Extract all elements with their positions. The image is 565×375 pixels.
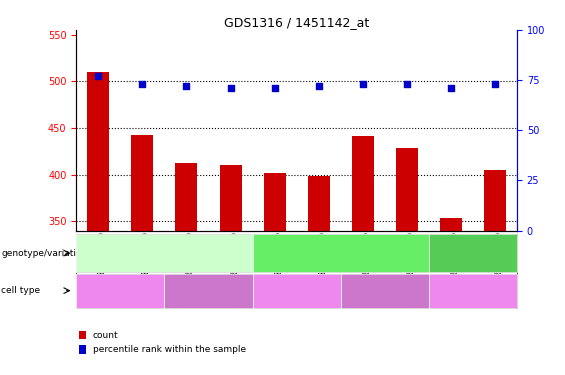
Point [446,85,455,91]
Text: megakaryocyte: megakaryocyte [90,286,150,295]
Point [270,85,279,91]
Text: megakaryocyte
progenitor: megakaryocyte progenitor [355,281,415,300]
Bar [308,176,330,375]
Text: GATA-1deltaN mutant: GATA-1deltaN mutant [292,249,389,258]
Bar [175,162,198,375]
Point [94,73,103,79]
Point [490,81,499,87]
Title: GDS1316 / 1451142_at: GDS1316 / 1451142_at [224,16,370,29]
Bar [440,217,462,375]
Bar [220,165,242,375]
Text: genotype/variation: genotype/variation [1,249,88,258]
Bar [263,173,286,375]
Point [138,81,147,87]
Bar [131,135,154,375]
Text: GATA-1deltaNeod
eltaHS mutant: GATA-1deltaNeod eltaHS mutant [433,243,512,263]
Point [314,83,323,89]
Text: wild type: wild type [144,249,185,258]
Bar [351,136,374,375]
Text: megakaryocyte: megakaryocyte [267,286,327,295]
Text: megakaryocyte: megakaryocyte [443,286,503,295]
Point [182,83,191,89]
Text: cell type: cell type [1,286,40,295]
Text: percentile rank within the sample: percentile rank within the sample [93,345,246,354]
Point [226,85,235,91]
Text: megakaryocyte
progenitor: megakaryocyte progenitor [179,281,238,300]
Point [358,81,367,87]
Text: count: count [93,331,118,340]
Point [402,81,411,87]
Bar [396,148,418,375]
Bar [484,170,506,375]
Bar [87,72,110,375]
